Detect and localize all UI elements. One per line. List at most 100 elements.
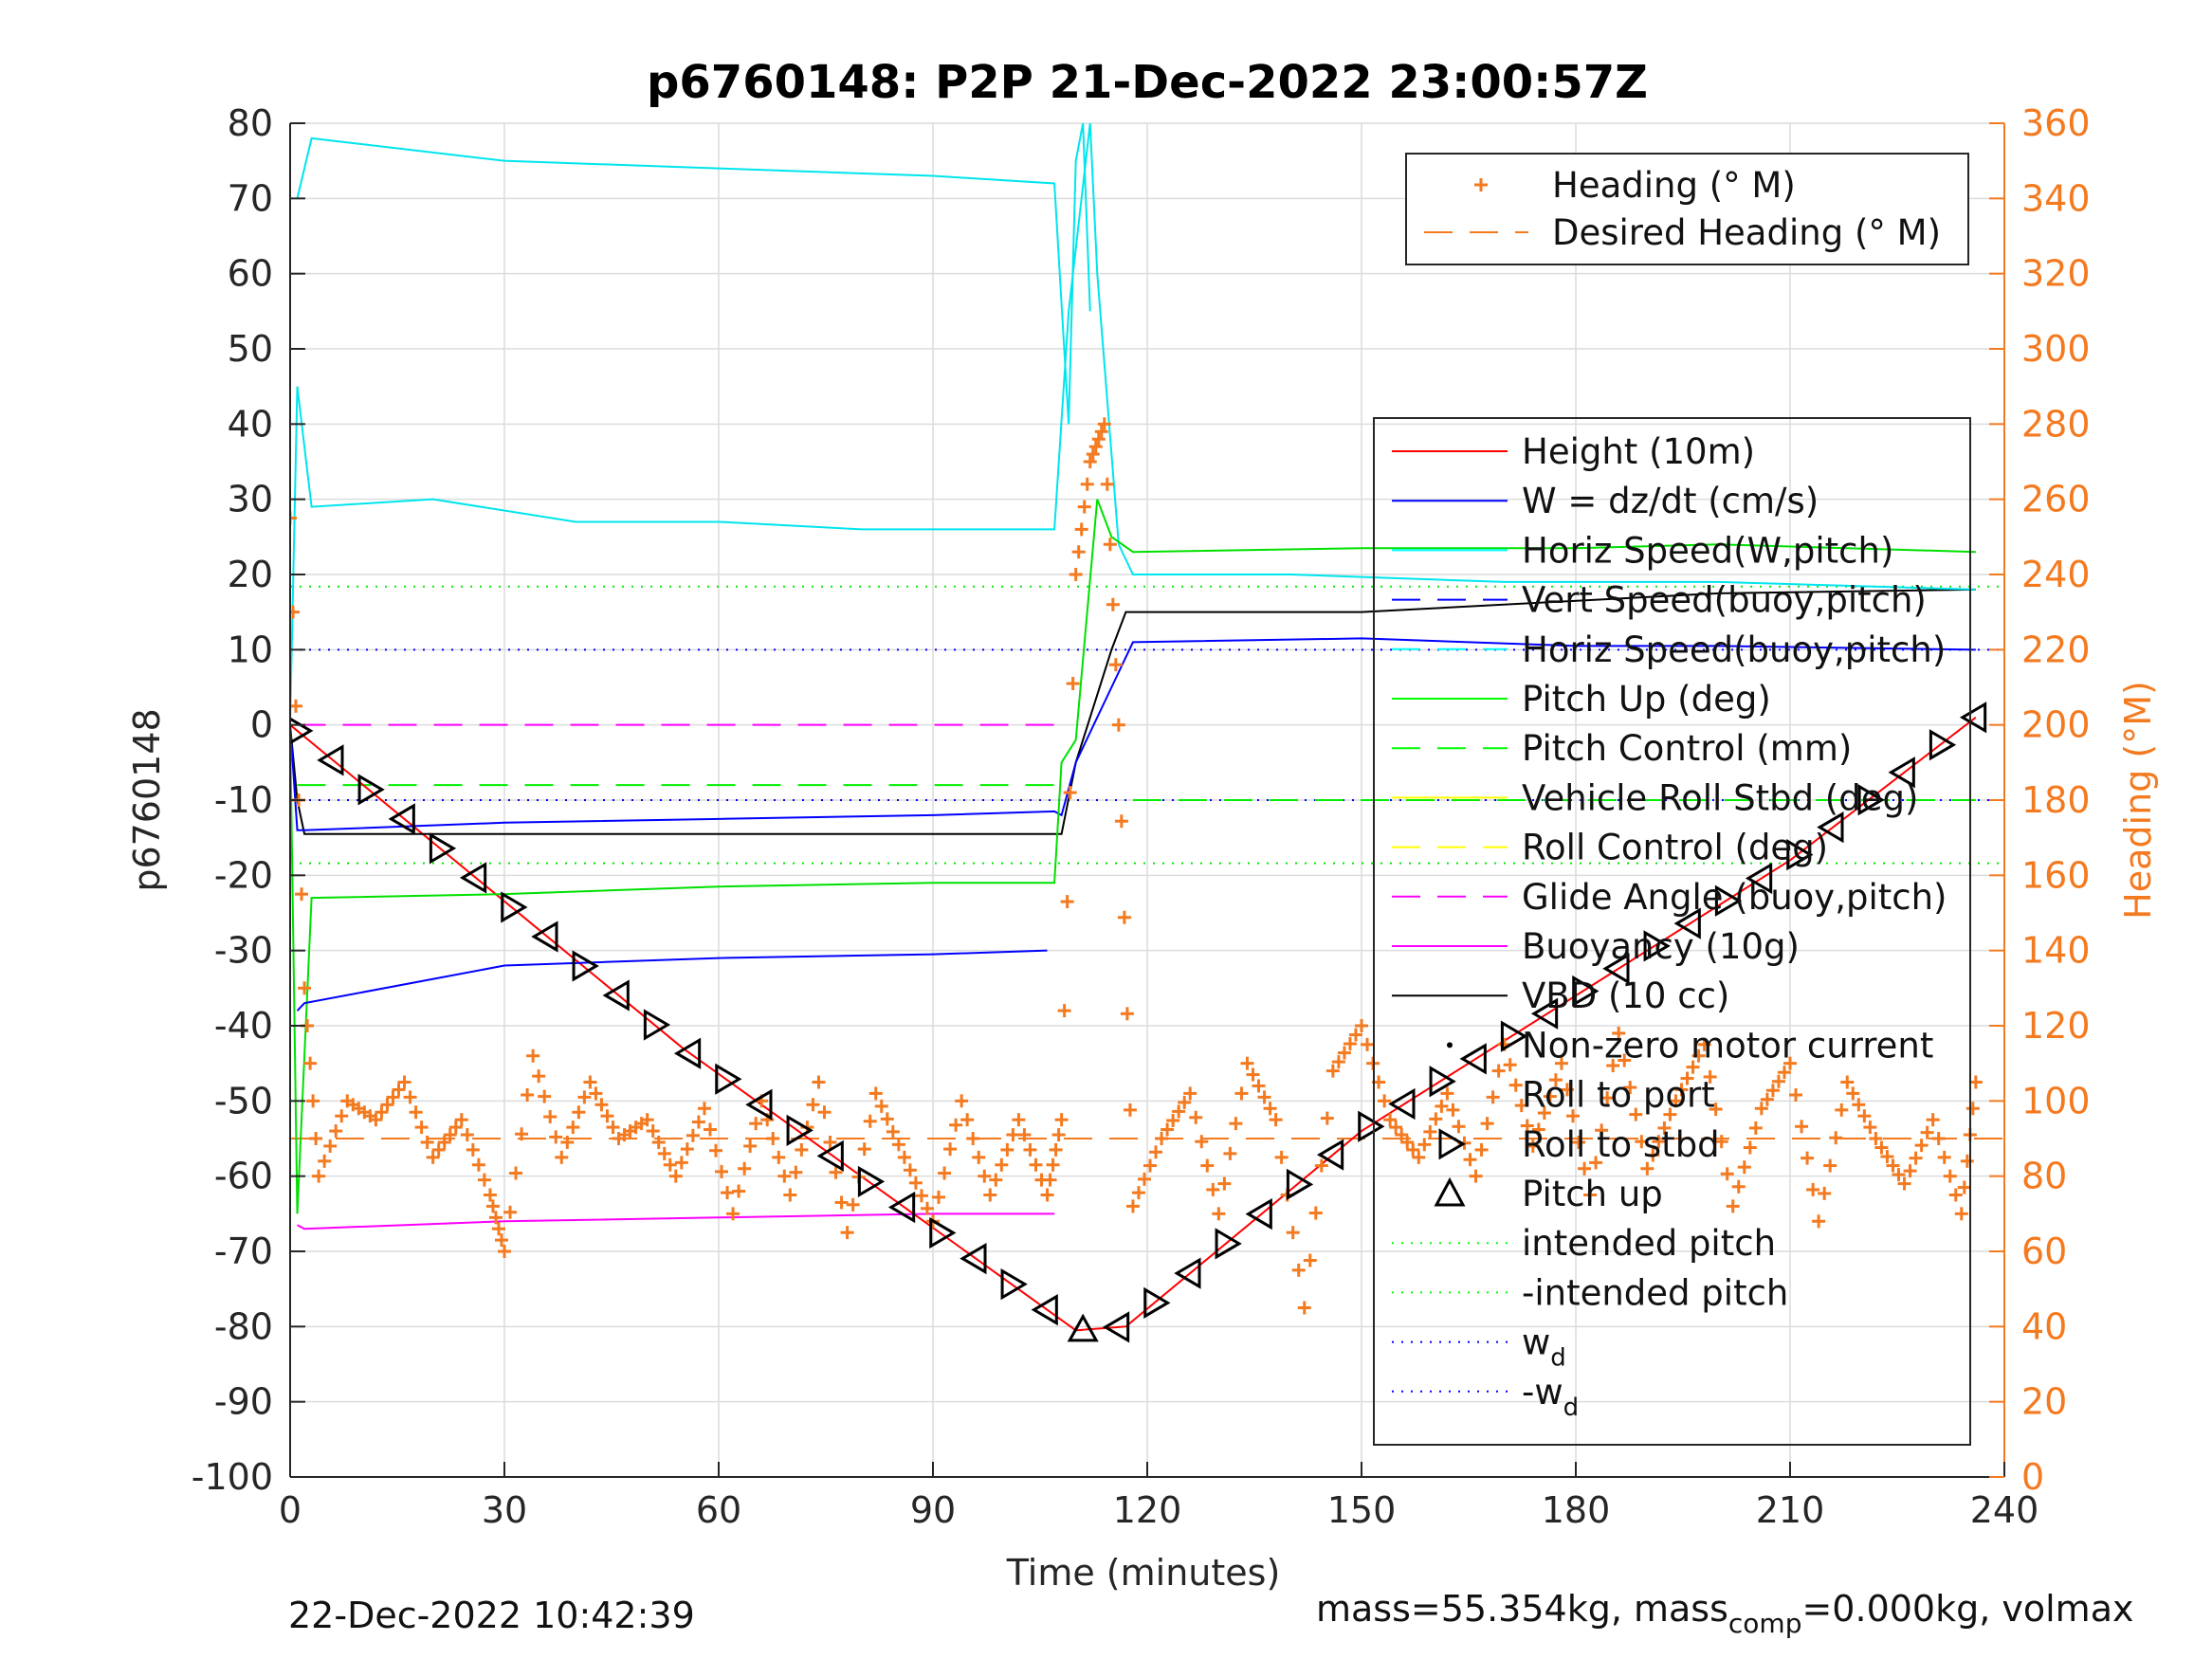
- heading-point: [1303, 1253, 1317, 1267]
- heading-point: [426, 1150, 440, 1164]
- heading-point: [657, 1146, 671, 1160]
- marker-triangle: [1143, 1286, 1171, 1319]
- marker-triangle: [1888, 757, 1915, 789]
- heading-point: [295, 887, 309, 902]
- heading-point: [1155, 1132, 1169, 1145]
- x-tick-label: 240: [1970, 1489, 2039, 1531]
- heading-point: [1337, 1046, 1351, 1060]
- heading-point: [1269, 1113, 1283, 1127]
- y-tick-label-left: -20: [214, 854, 273, 896]
- legend-main-label-text: Glide Angle (buoy,pitch): [1522, 877, 1947, 918]
- marker-triangle: [1673, 907, 1701, 939]
- marker-triangle: [429, 832, 457, 865]
- heading-point: [1765, 1084, 1780, 1098]
- heading-point: [600, 1109, 614, 1123]
- heading-point: [1640, 1161, 1654, 1176]
- series-layer: [290, 123, 1977, 1332]
- heading-point: [1246, 1067, 1260, 1082]
- heading-point: [1880, 1150, 1894, 1164]
- heading-point: [1131, 1186, 1145, 1200]
- y-tick-label-left: -40: [214, 1005, 273, 1047]
- heading-point: [1452, 1120, 1466, 1134]
- legend-heading-box: [1405, 153, 1969, 265]
- heading-point: [485, 1199, 500, 1213]
- heading-point: [1195, 1135, 1209, 1149]
- legend-main-label-text: Roll to stbd: [1522, 1124, 1720, 1165]
- heading-point: [1088, 440, 1103, 454]
- y-tick-label-left: -10: [214, 779, 273, 821]
- heading-point: [1886, 1158, 1900, 1173]
- heading-point: [1931, 1132, 1946, 1145]
- heading-point: [1595, 1123, 1609, 1138]
- marker-triangle: [1643, 930, 1671, 962]
- heading-point: [1343, 1037, 1357, 1051]
- heading-point: [1435, 1099, 1449, 1113]
- heading-point: [1429, 1112, 1443, 1126]
- heading-point: [369, 1113, 383, 1127]
- y-tick-label-left: 20: [228, 554, 273, 595]
- heading-point: [1012, 1113, 1026, 1127]
- heading-point: [880, 1112, 894, 1126]
- grid: [289, 122, 2005, 1478]
- legend-main-label-text: Roll Control (deg): [1522, 828, 1828, 868]
- legend-main-label: Height (10m): [1522, 431, 1755, 472]
- heading-point: [874, 1099, 888, 1113]
- heading-point: [503, 1205, 518, 1219]
- heading-point: [1440, 1086, 1454, 1101]
- heading-point: [1748, 1121, 1763, 1135]
- heading-point: [303, 1056, 318, 1070]
- x-tick-label: 30: [482, 1489, 527, 1531]
- heading-point: [1909, 1151, 1923, 1165]
- y-tick-label-right: 140: [2021, 930, 2091, 972]
- heading-point: [494, 1233, 508, 1248]
- heading-point: [938, 1166, 952, 1180]
- heading-point: [1554, 1056, 1568, 1070]
- heading-point: [1123, 1103, 1137, 1117]
- legend-main-label-text: -intended pitch: [1522, 1272, 1788, 1313]
- heading-point: [686, 1128, 700, 1142]
- marker-triangle: [1714, 884, 1743, 917]
- marker-triangle: [1000, 1267, 1028, 1301]
- heading-point: [783, 1188, 797, 1202]
- heading-point: [1526, 1139, 1540, 1153]
- heading-point: [1572, 1135, 1586, 1149]
- marker-triangle: [1530, 997, 1559, 1030]
- y-ticks-right: 3603403203002802602402202001801601401201…: [1989, 102, 2091, 1498]
- y-tick-label-right: 160: [2021, 854, 2091, 896]
- heading-point: [1857, 1109, 1872, 1123]
- y-tick-label-right: 120: [2021, 1005, 2091, 1047]
- marker-triangle: [715, 1063, 742, 1095]
- heading-point: [483, 1188, 497, 1202]
- series-line-5: [290, 499, 1976, 1214]
- heading-point: [437, 1135, 451, 1149]
- heading-point: [1818, 1186, 1832, 1200]
- heading-point: [1234, 1086, 1249, 1101]
- heading-point: [1051, 1128, 1066, 1142]
- y-tick-label-right: 60: [2021, 1231, 2067, 1272]
- heading-point: [1731, 1179, 1746, 1194]
- footer-mass-main: mass=55.354kg, mass: [1316, 1588, 1728, 1630]
- heading-point: [1709, 1103, 1723, 1117]
- legend-main-label: Roll to stbd: [1522, 1124, 1720, 1165]
- footer-mass-sub: comp: [1728, 1608, 1802, 1639]
- y-tick-label-left: 80: [228, 102, 273, 144]
- heading-point: [1801, 1151, 1815, 1165]
- y-tick-label-left: 0: [250, 704, 273, 746]
- legend-main-label-text: Pitch Control (mm): [1522, 728, 1852, 769]
- heading-point: [538, 1089, 552, 1103]
- heading-point: [1795, 1120, 1809, 1134]
- heading-point: [795, 1142, 809, 1157]
- legend-main-label: Vert Speed(buoy,pitch): [1522, 580, 1927, 621]
- heading-point: [1286, 1226, 1300, 1240]
- heading-point: [978, 1169, 992, 1183]
- marker-triangle: [1500, 1020, 1528, 1052]
- marker-triangle: [602, 979, 630, 1012]
- y-tick-label-right: 20: [2021, 1381, 2067, 1423]
- heading-point: [834, 1195, 849, 1210]
- heading-point: [1674, 1083, 1689, 1097]
- legend-main-label: Roll to port: [1522, 1075, 1715, 1116]
- heading-point: [732, 1184, 746, 1198]
- heading-point: [515, 1127, 529, 1141]
- x-tick-label: 120: [1113, 1489, 1182, 1531]
- heading-point: [1548, 1073, 1563, 1087]
